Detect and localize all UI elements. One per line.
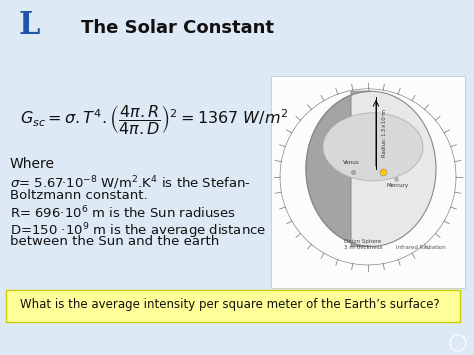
Text: Onion Sphere
3 m thickness: Onion Sphere 3 m thickness [344,239,382,250]
Text: R= 696·10$^6$ m is the Sun radiuses: R= 696·10$^6$ m is the Sun radiuses [10,205,236,222]
Text: Where: Where [10,157,55,171]
Text: $\sigma$= 5.67·10$^{-8}$ W/m$^2$.K$^4$ is the Stefan-: $\sigma$= 5.67·10$^{-8}$ W/m$^2$.K$^4$ i… [10,175,251,192]
FancyBboxPatch shape [6,290,460,322]
Text: D=150 ·10$^9$ m is the average distance: D=150 ·10$^9$ m is the average distance [10,221,266,240]
Polygon shape [306,91,371,246]
Text: between the Sun and the earth: between the Sun and the earth [10,235,219,248]
FancyBboxPatch shape [271,76,465,288]
Text: Venus: Venus [343,160,359,165]
Text: Mercury: Mercury [387,183,409,188]
Text: The Solar Constant: The Solar Constant [81,20,273,37]
Text: L: L [19,10,40,41]
Text: Radius: 1.5×10⁹m: Radius: 1.5×10⁹m [382,109,387,157]
Text: $G_{sc} = \sigma.T^4.\left(\dfrac{4\pi.R}{4\pi.D}\right)^2 = 1367\ W/m^2$: $G_{sc} = \sigma.T^4.\left(\dfrac{4\pi.R… [20,103,289,136]
Ellipse shape [323,113,423,181]
Text: What is the average intensity per square meter of the Earth’s surface?: What is the average intensity per square… [20,299,440,311]
Text: Infrared Radiation: Infrared Radiation [396,245,446,250]
Text: Boltzmann constant.: Boltzmann constant. [10,189,147,202]
Ellipse shape [306,91,436,246]
